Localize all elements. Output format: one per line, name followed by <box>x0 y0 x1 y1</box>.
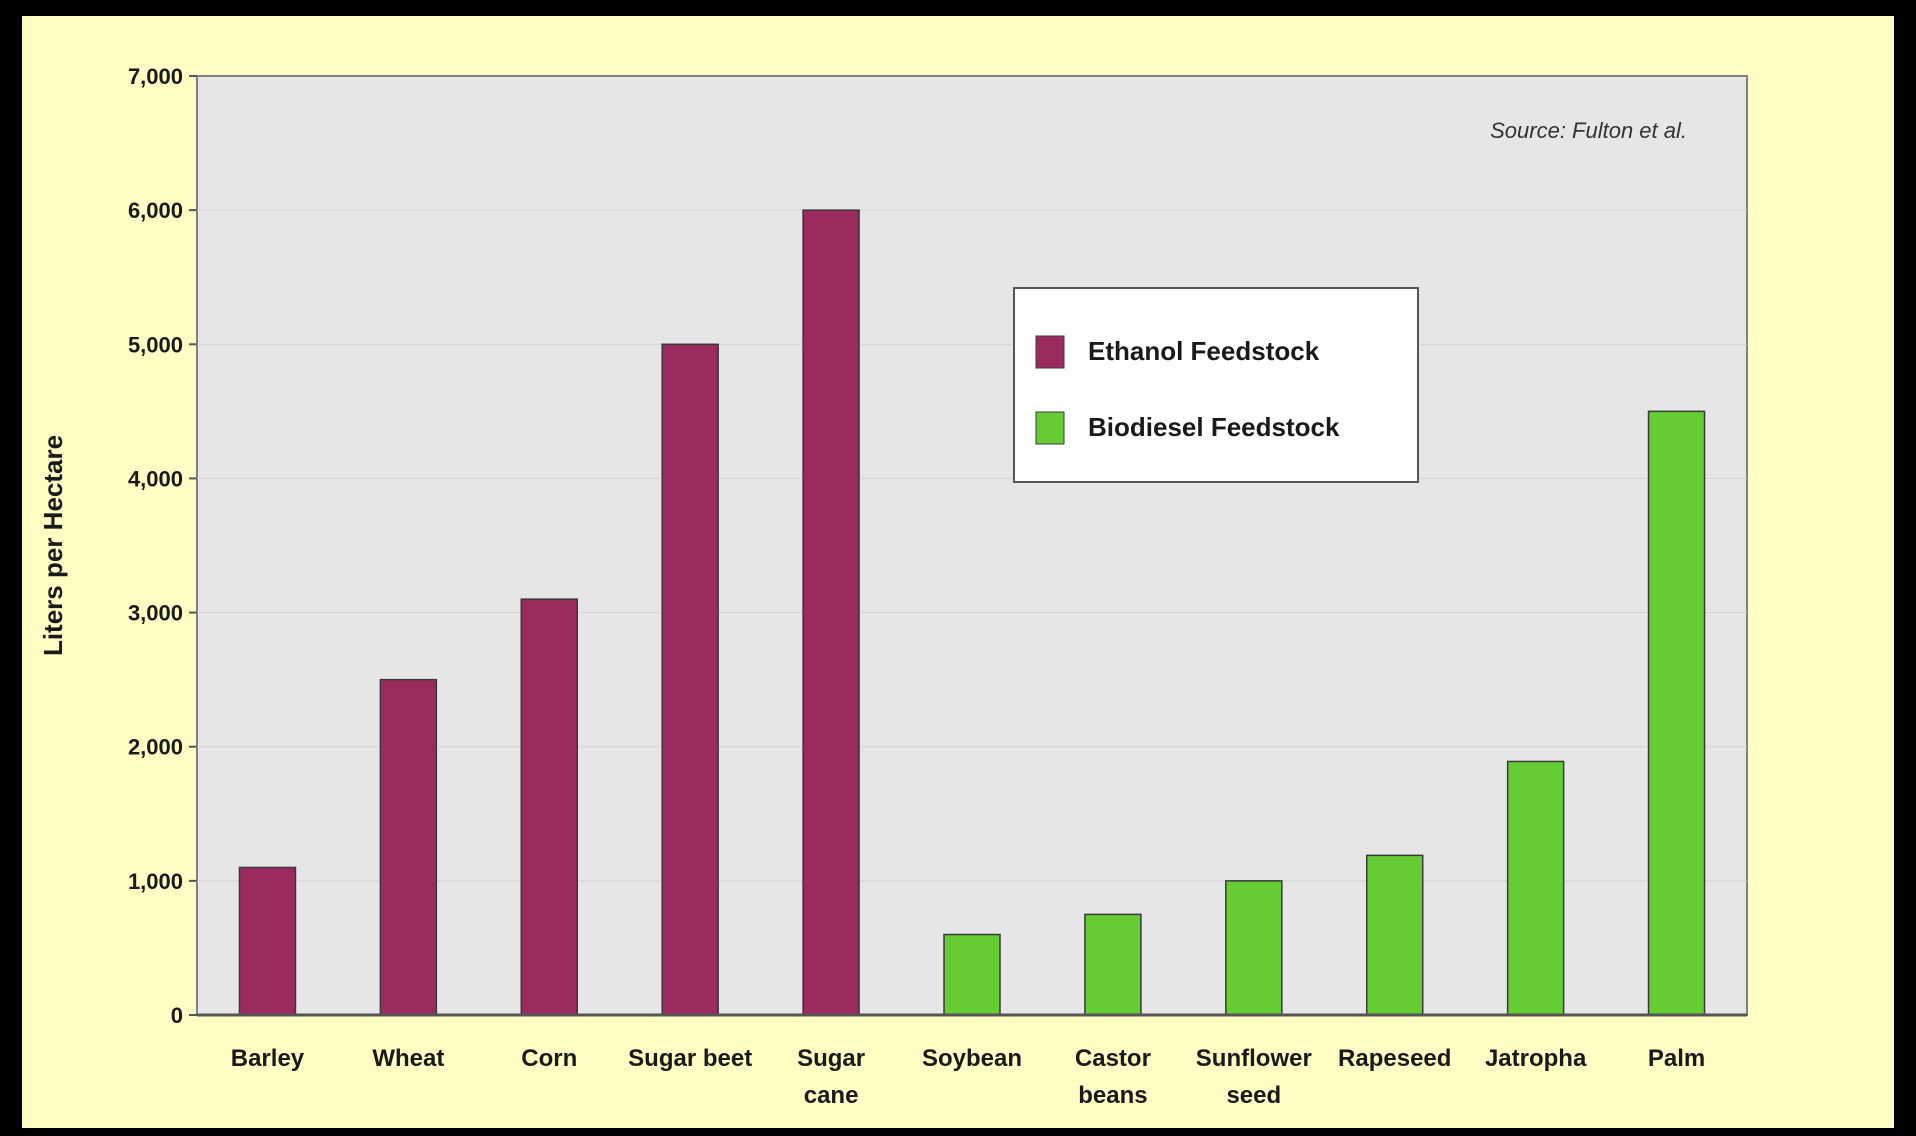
x-tick-label: seed <box>1226 1082 1281 1109</box>
y-tick-label: 0 <box>171 1003 183 1028</box>
plot-area <box>196 75 1748 1016</box>
y-tick-label: 6,000 <box>128 198 183 223</box>
x-tick-label: cane <box>804 1082 859 1109</box>
bar-soybean <box>943 933 1001 1016</box>
y-tick-label: 7,000 <box>128 64 183 89</box>
x-tick-label: Castor <box>1075 1045 1151 1072</box>
bar-jatropha <box>1506 760 1565 1016</box>
legend-swatch-biodiesel <box>1035 411 1065 445</box>
bar-wheat <box>379 678 438 1016</box>
bar-rapeseed <box>1365 854 1424 1016</box>
bar-sugar-beet <box>661 343 719 1016</box>
x-axis-labels: Barley Wheat Corn Sugar beet Sugar cane Soybea… <box>231 1045 1705 1109</box>
y-tick-label: 4,000 <box>128 466 183 491</box>
bar-barley <box>238 866 297 1016</box>
legend-label-biodiesel: Biodiesel Feedstock <box>1088 412 1340 442</box>
bar-corn <box>520 598 579 1016</box>
bar-sugar-cane <box>802 209 860 1016</box>
legend-box <box>1013 287 1419 483</box>
y-tick-label: 1,000 <box>128 869 183 894</box>
source-annotation: Source: Fulton et al. <box>1490 118 1687 143</box>
y-tick-label: 2,000 <box>128 735 183 760</box>
x-tick-label: Sugar <box>797 1045 865 1072</box>
x-tick-label: Rapeseed <box>1338 1045 1451 1072</box>
bars <box>238 209 1706 1016</box>
x-tick-label: Palm <box>1648 1045 1705 1072</box>
bar-castor-beans <box>1084 913 1142 1016</box>
bar-chart: 0 1,000 2,000 3,000 4,000 5,000 6,000 7,000 Bar… <box>38 64 1748 1109</box>
x-tick-label: Sugar beet <box>628 1045 752 1072</box>
x-tick-label: beans <box>1078 1082 1147 1109</box>
y-tick-label: 3,000 <box>128 601 183 626</box>
gridlines <box>197 209 1747 882</box>
bar-palm <box>1647 410 1706 1016</box>
x-tick-label: Sunflower <box>1196 1045 1312 1072</box>
x-tick-label: Barley <box>231 1045 305 1072</box>
x-tick-label: Corn <box>521 1045 577 1072</box>
legend: Ethanol Feedstock Biodiesel Feedstock <box>1013 287 1419 483</box>
chart-frame: 0 1,000 2,000 3,000 4,000 5,000 6,000 7,000 Bar… <box>22 16 1894 1128</box>
y-axis-title: Liters per Hectare <box>38 435 68 656</box>
y-tick-label: 5,000 <box>128 332 183 357</box>
legend-label-ethanol: Ethanol Feedstock <box>1088 336 1320 366</box>
bar-sunflower-seed <box>1225 880 1283 1016</box>
x-tick-label: Jatropha <box>1485 1045 1587 1072</box>
x-tick-label: Wheat <box>372 1045 444 1072</box>
legend-swatch-ethanol <box>1035 335 1065 369</box>
y-axis-ticks: 0 1,000 2,000 3,000 4,000 5,000 6,000 7,000 <box>128 64 197 1028</box>
x-tick-label: Soybean <box>922 1045 1022 1072</box>
